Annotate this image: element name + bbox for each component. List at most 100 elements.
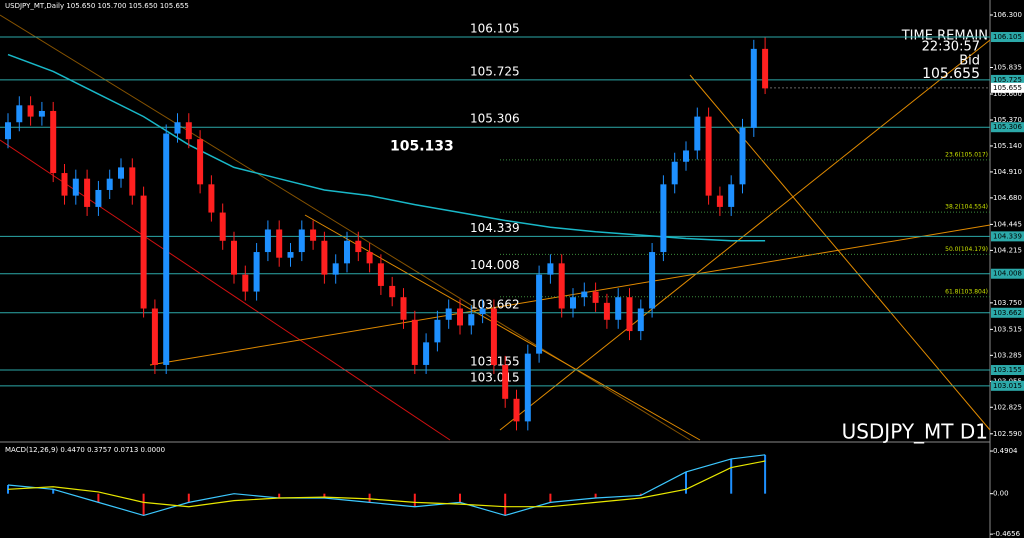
candle-body — [479, 308, 486, 315]
macd-histogram-bar — [187, 493, 190, 503]
fibo-label: 61.8(103.804) — [945, 288, 988, 295]
candle-body — [626, 297, 633, 332]
candle-body — [581, 291, 588, 298]
price-label: 105.140 — [993, 142, 1022, 150]
price-label: 102.825 — [993, 403, 1022, 411]
macd-histogram-bar — [685, 471, 687, 494]
price-label: 102.590 — [993, 430, 1022, 438]
candle-body — [750, 48, 757, 128]
macd-histogram-bar — [459, 493, 461, 503]
candle-body — [242, 274, 249, 292]
price-label-box — [991, 122, 1024, 133]
price-label: 104.339 — [993, 232, 1022, 240]
price-label-box — [991, 365, 1024, 376]
price-label: 103.515 — [993, 325, 1022, 333]
time-remain: 22:30:57 — [922, 40, 980, 55]
level-label: 104.008 — [470, 258, 520, 272]
candle-body — [208, 184, 215, 213]
time-remain-label: TIME REMAIN — [901, 29, 988, 44]
price-label: 105.306 — [993, 123, 1022, 131]
trend-line — [499, 39, 991, 431]
macd-histogram-bar — [549, 493, 552, 503]
candle-body — [502, 364, 509, 399]
price-label: 103.285 — [993, 351, 1022, 359]
price-label-box — [991, 231, 1024, 242]
candle-body — [377, 263, 384, 286]
level-label: 104.339 — [470, 221, 520, 235]
macd-histogram-bar — [413, 493, 416, 507]
candle-body — [310, 229, 317, 241]
price-label: 105.835 — [993, 64, 1022, 72]
macd-histogram-bar — [278, 493, 281, 499]
price-label: 104.215 — [993, 246, 1022, 254]
candle-body — [705, 116, 712, 196]
candle-body — [106, 178, 113, 190]
candle-body — [287, 252, 294, 258]
macd-histogram-bar — [7, 484, 9, 494]
candle-body — [445, 308, 452, 320]
price-label: 105.655 — [993, 84, 1022, 92]
trend-line — [0, 14, 691, 441]
candle-body — [27, 105, 34, 117]
candle-body — [411, 319, 418, 365]
bid-value: 105.655 — [922, 66, 980, 82]
candle-body — [762, 48, 769, 89]
price-label: -0.4656 — [993, 530, 1021, 538]
candle-body — [321, 240, 328, 275]
candle-body — [219, 212, 226, 241]
candle-body — [434, 319, 441, 343]
macd-histogram-bar — [764, 454, 767, 494]
candle-body — [140, 195, 147, 309]
candle-body — [490, 308, 497, 365]
candle-body — [264, 229, 271, 253]
candle-body — [174, 122, 181, 134]
candle-body — [298, 229, 305, 253]
candle-body — [513, 398, 520, 422]
candle-body — [276, 229, 283, 258]
price-label-box — [991, 268, 1024, 279]
candle-body — [694, 116, 701, 151]
level-label: 105.725 — [470, 64, 520, 78]
candle-body — [683, 150, 689, 162]
price-label: 103.155 — [993, 366, 1022, 374]
candle-body — [592, 291, 599, 303]
candle-body — [716, 195, 723, 207]
candle-body — [5, 122, 11, 140]
macd-histogram-bar — [504, 493, 507, 516]
fibo-label: 50.0(104.179) — [945, 246, 988, 253]
macd-line — [7, 454, 766, 517]
candle-body — [231, 240, 237, 275]
price-label: 0.00 — [993, 490, 1009, 498]
candle-body — [95, 189, 102, 207]
candle-body — [366, 252, 373, 264]
price-label: 105.600 — [993, 90, 1022, 98]
price-label: 105.725 — [993, 76, 1022, 84]
chart-title: USDJPY_MT,Daily 105.650 105.700 105.650 … — [5, 2, 189, 10]
macd-histogram-bar — [52, 489, 55, 494]
macd-histogram-bar — [142, 493, 145, 516]
price-label: 104.910 — [993, 168, 1022, 176]
candle-body — [197, 139, 204, 185]
candle-body — [332, 263, 339, 275]
candle-body — [524, 353, 531, 422]
price-label: 0.4904 — [993, 447, 1018, 455]
candle-body — [355, 240, 362, 253]
candle-body — [603, 302, 610, 320]
macd-histogram-bar — [594, 493, 597, 499]
macd-histogram-bar — [368, 493, 371, 503]
candle-body — [129, 167, 136, 196]
level-label: 105.306 — [470, 112, 520, 126]
candle-body — [570, 297, 576, 309]
candle-body — [344, 240, 350, 264]
candle-body — [61, 173, 68, 196]
candle-body — [739, 127, 746, 185]
moving-average — [7, 53, 766, 242]
candle-body — [637, 308, 644, 332]
watermark: USDJPY_MT D1 — [842, 420, 988, 444]
macd-line — [7, 460, 766, 508]
candle-body — [671, 161, 678, 185]
candle-body — [457, 308, 463, 326]
candle-body — [72, 178, 79, 196]
level-label: 103.015 — [470, 370, 520, 384]
price-label-box — [991, 380, 1024, 391]
